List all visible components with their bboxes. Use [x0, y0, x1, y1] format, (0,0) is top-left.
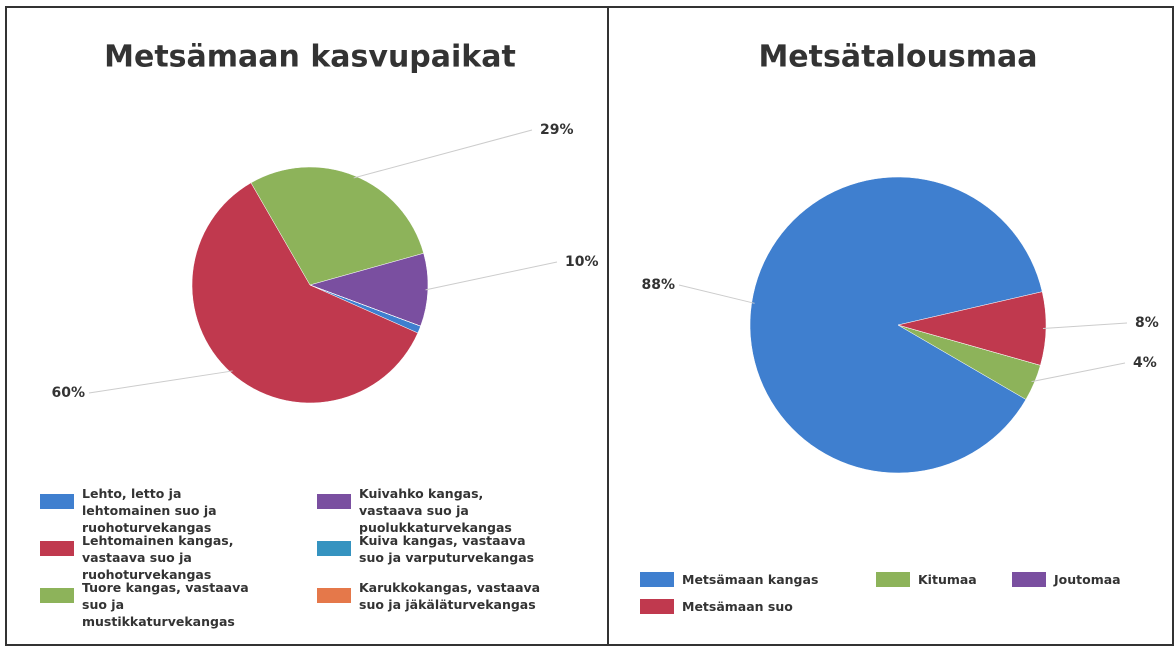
- value-label: 10%: [565, 254, 599, 270]
- legend-item: Joutomaa: [1012, 571, 1132, 588]
- value-label: 60%: [51, 385, 85, 401]
- legend-label: Metsämaan kangas: [682, 572, 819, 587]
- legend-swatch: [40, 494, 74, 509]
- legend-label: Metsämaan suo: [682, 599, 793, 614]
- leader-line: [88, 370, 233, 394]
- legend-swatch: [317, 541, 351, 556]
- leader-line: [353, 129, 533, 179]
- value-label: 29%: [540, 122, 574, 138]
- legend-label: Kitumaa: [918, 572, 977, 587]
- legend-swatch: [40, 541, 74, 556]
- legend-item: Kitumaa: [876, 571, 996, 588]
- chart-title: Metsätalousmaa: [758, 40, 1037, 75]
- value-label: 88%: [641, 277, 675, 293]
- legend-label: Tuore kangas, vastaava suo ja mustikkatu…: [82, 580, 249, 629]
- value-label: 4%: [1133, 355, 1157, 371]
- legend-swatch: [1012, 572, 1046, 587]
- chart-title: Metsämaan kasvupaikat: [104, 40, 516, 75]
- legend-item: Karukkokangas, vastaava suo ja jäkälätur…: [317, 579, 547, 613]
- legend-item: Kuiva kangas, vastaava suo ja varputurve…: [317, 532, 547, 566]
- pie-slice: [191, 182, 419, 404]
- leader-line: [1042, 322, 1128, 330]
- legend-swatch: [40, 588, 74, 603]
- value-label: 8%: [1135, 315, 1159, 331]
- legend-swatch: [640, 599, 674, 614]
- legend-label: Lehtomainen kangas, vastaava suo ja ruoh…: [82, 533, 234, 582]
- legend-swatch: [640, 572, 674, 587]
- legend-item: Metsämaan suo: [640, 598, 840, 615]
- legend-item: Kuivahko kangas, vastaava suo ja puolukk…: [317, 485, 547, 536]
- pie-slice: [309, 252, 429, 327]
- leader-line: [425, 261, 558, 291]
- legend-item: Tuore kangas, vastaava suo ja mustikkatu…: [40, 579, 270, 630]
- legend-swatch: [317, 588, 351, 603]
- legend-item: Lehto, letto ja lehtomainen suo ja ruoho…: [40, 485, 270, 536]
- legend-label: Kuiva kangas, vastaava suo ja varputurve…: [359, 533, 535, 565]
- pie-slice: [250, 166, 424, 286]
- legend-swatch: [876, 572, 910, 587]
- leader-line: [678, 284, 755, 304]
- legend-swatch: [317, 494, 351, 509]
- legend-label: Kuivahko kangas, vastaava suo ja puolukk…: [359, 486, 512, 535]
- legend-item: Metsämaan kangas: [640, 571, 840, 588]
- legend-label: Karukkokangas, vastaava suo ja jäkälätur…: [359, 580, 541, 612]
- legend-item: Lehtomainen kangas, vastaava suo ja ruoh…: [40, 532, 270, 583]
- legend-label: Joutomaa: [1054, 572, 1121, 587]
- pie-slice: [309, 284, 421, 327]
- leader-line: [1031, 362, 1126, 383]
- legend-label: Lehto, letto ja lehtomainen suo ja ruoho…: [82, 486, 217, 535]
